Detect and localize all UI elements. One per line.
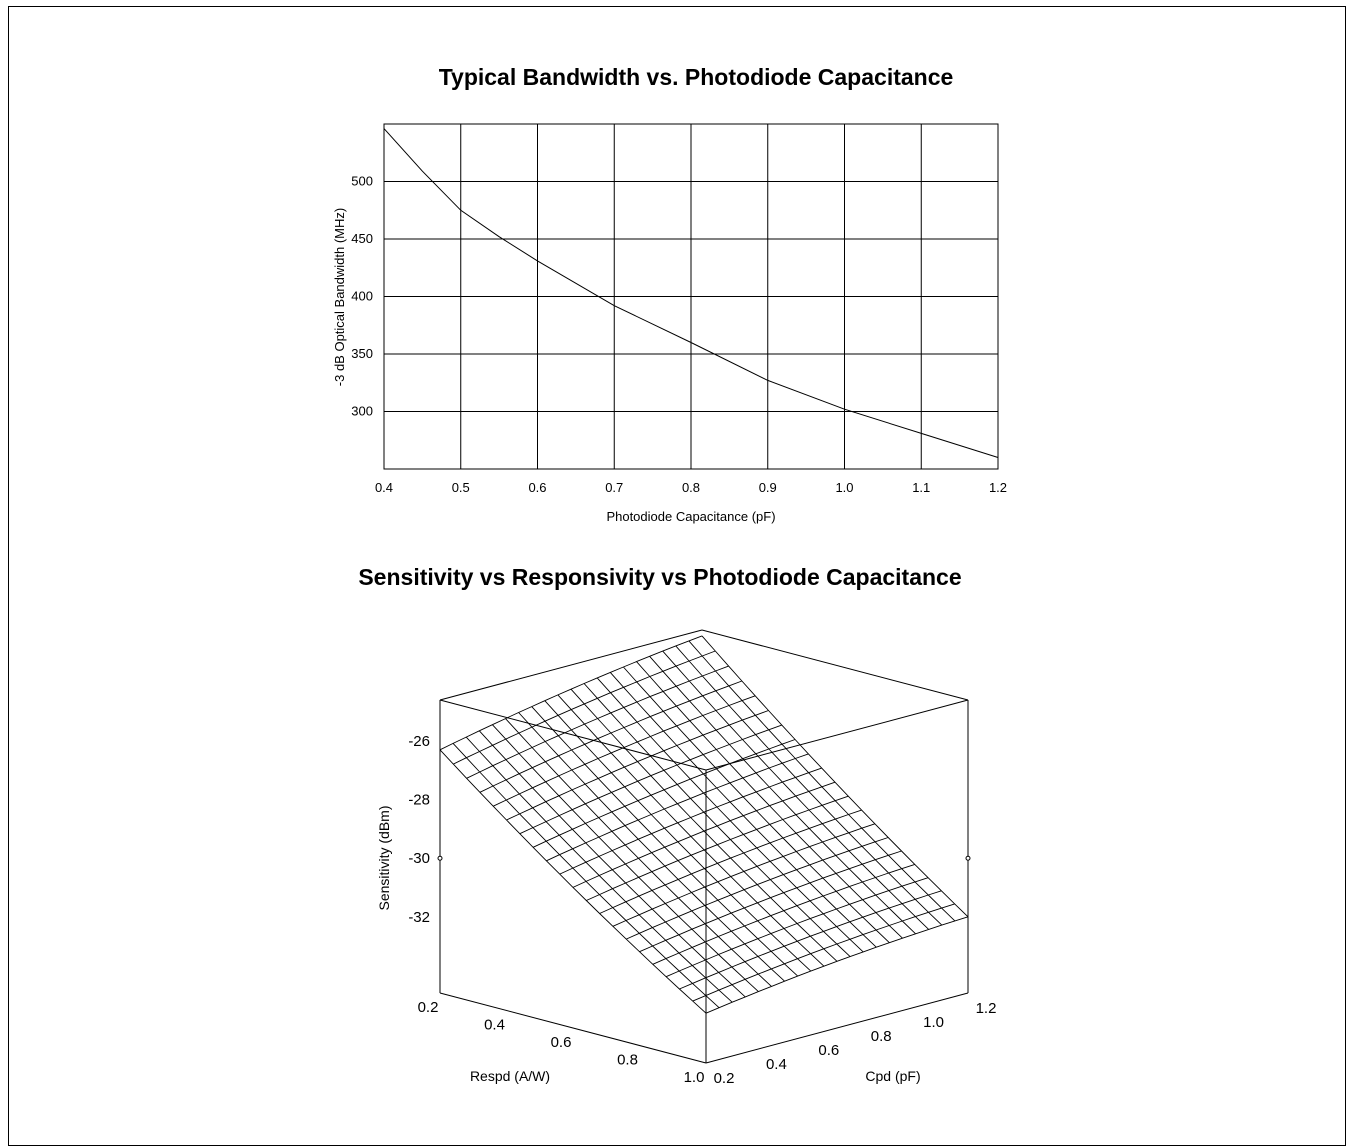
mesh-line-cpd <box>626 837 889 940</box>
y-axis-label: -3 dB Optical Bandwidth (MHz) <box>332 208 347 386</box>
x-tick-label: 1.0 <box>835 480 853 495</box>
mesh-line-cpd <box>506 710 769 821</box>
respd-axis-label: Respd (A/W) <box>470 1068 550 1084</box>
chart-title: Typical Bandwidth vs. Photodiode Capacit… <box>439 64 954 90</box>
mesh-line-respd <box>557 694 825 967</box>
chart-title: Sensitivity vs Responsivity vs Photodiod… <box>358 564 961 590</box>
y-tick-label: 350 <box>351 346 373 361</box>
cpd-tick-label: 0.6 <box>818 1042 839 1059</box>
x-tick-label: 1.1 <box>912 480 930 495</box>
x-tick-label: 1.2 <box>989 480 1007 495</box>
mesh-line-respd <box>518 712 785 982</box>
mesh-line-cpd <box>599 809 862 914</box>
mesh-line-respd <box>636 661 903 939</box>
x-tick-label: 0.7 <box>605 480 623 495</box>
mesh-line-respd <box>609 672 877 948</box>
surface-tick-labels: 0.2 0.4 0.6 0.8 1.0 0.2 0.4 0.6 0.8 1.0 1.2 -26 -28 -… <box>408 733 996 1087</box>
x-tick-label: 0.6 <box>528 480 546 495</box>
mesh-line-respd <box>570 688 838 962</box>
y-tick-label: 500 <box>351 174 373 189</box>
mesh-line-cpd <box>692 903 955 1002</box>
mesh-line-respd <box>452 743 720 1009</box>
sensitivity-tick-label: -28 <box>408 792 430 809</box>
x-tick-labels: 0.4 0.5 0.6 0.7 0.8 0.9 1.0 1.1 1.2 <box>375 480 1007 495</box>
mesh-line-cpd <box>466 665 729 779</box>
mesh-line-cpd <box>519 724 782 835</box>
mesh-line-respd <box>544 700 812 972</box>
floor-edge-respd <box>439 992 707 1064</box>
mesh-line-respd <box>531 706 799 977</box>
mesh-line-respd <box>675 645 943 926</box>
mesh-line-respd <box>478 730 746 998</box>
sensitivity-surface-chart: Sensitivity vs Responsivity vs Photodiod… <box>358 564 996 1087</box>
mesh-line-cpd <box>532 739 796 848</box>
cpd-tick-label: 1.0 <box>923 1014 944 1031</box>
surface-bounding-box <box>437 629 971 1064</box>
mesh-line-respd <box>439 749 707 1014</box>
mesh-line-cpd <box>572 781 836 888</box>
mesh-line-cpd <box>586 795 849 901</box>
mesh-line-cpd <box>652 863 915 965</box>
sensitivity-tick-label: -30 <box>408 850 430 867</box>
respd-tick-label: 0.6 <box>551 1034 572 1051</box>
x-tick-label: 0.9 <box>759 480 777 495</box>
mesh-line-cpd <box>493 695 756 807</box>
axis-marker <box>437 855 443 861</box>
bandwidth-chart: Typical Bandwidth vs. Photodiode Capacit… <box>332 64 1007 524</box>
mesh-line-cpd <box>453 650 716 765</box>
mesh-line-cpd <box>639 850 902 953</box>
respd-tick-label: 0.4 <box>484 1017 505 1034</box>
respd-tick-label: 0.8 <box>617 1052 638 1069</box>
mesh-line-respd <box>623 666 890 944</box>
mesh-line-respd <box>505 718 772 987</box>
cpd-tick-label: 1.2 <box>976 1000 997 1017</box>
cpd-tick-label: 0.8 <box>871 1028 892 1045</box>
x-tick-label: 0.8 <box>682 480 700 495</box>
y-tick-label: 450 <box>351 231 373 246</box>
mesh-line-cpd <box>612 823 876 927</box>
mesh-line-respd <box>688 640 956 922</box>
grid-lines <box>384 124 998 469</box>
mesh-line-cpd <box>705 916 969 1014</box>
floor-edge-cpd <box>705 992 969 1064</box>
bandwidth-series-line <box>383 128 999 458</box>
x-tick-label: 0.4 <box>375 480 393 495</box>
y-tick-labels: 300 350 400 450 500 <box>351 174 373 419</box>
respd-tick-label: 0.2 <box>418 999 439 1016</box>
cpd-tick-label: 0.2 <box>714 1070 735 1087</box>
sensitivity-axis-label: Sensitivity (dBm) <box>376 805 392 910</box>
y-tick-label: 400 <box>351 289 373 304</box>
mesh-line-respd <box>649 656 916 935</box>
mesh-line-respd <box>662 650 930 930</box>
mesh-line-cpd <box>439 635 703 751</box>
surface-mesh <box>439 635 969 1014</box>
mesh-line-cpd <box>479 680 743 793</box>
mesh-line-respd <box>492 724 759 992</box>
x-tick-label: 0.5 <box>452 480 470 495</box>
top-edge-front-right <box>705 699 969 771</box>
y-tick-label: 300 <box>351 404 373 419</box>
top-edge-back-right <box>701 629 969 701</box>
mesh-line-respd <box>583 683 851 957</box>
mesh-line-cpd <box>559 767 822 875</box>
cpd-axis-label: Cpd (pF) <box>865 1068 920 1084</box>
mesh-line-cpd <box>665 877 929 978</box>
respd-tick-label: 1.0 <box>684 1069 705 1086</box>
x-axis-label: Photodiode Capacitance (pF) <box>606 509 775 524</box>
top-edge-front-left <box>439 699 707 771</box>
mesh-line-respd <box>701 635 969 918</box>
mesh-line-cpd <box>546 753 809 862</box>
mesh-line-respd <box>596 677 864 953</box>
sensitivity-tick-label: -32 <box>408 909 430 926</box>
mesh-line-cpd <box>679 890 942 990</box>
top-edge-back-left <box>439 629 703 701</box>
axis-marker <box>965 855 971 861</box>
mesh-line-respd <box>465 736 733 1003</box>
cpd-tick-label: 0.4 <box>766 1056 787 1073</box>
sensitivity-tick-label: -26 <box>408 733 430 750</box>
